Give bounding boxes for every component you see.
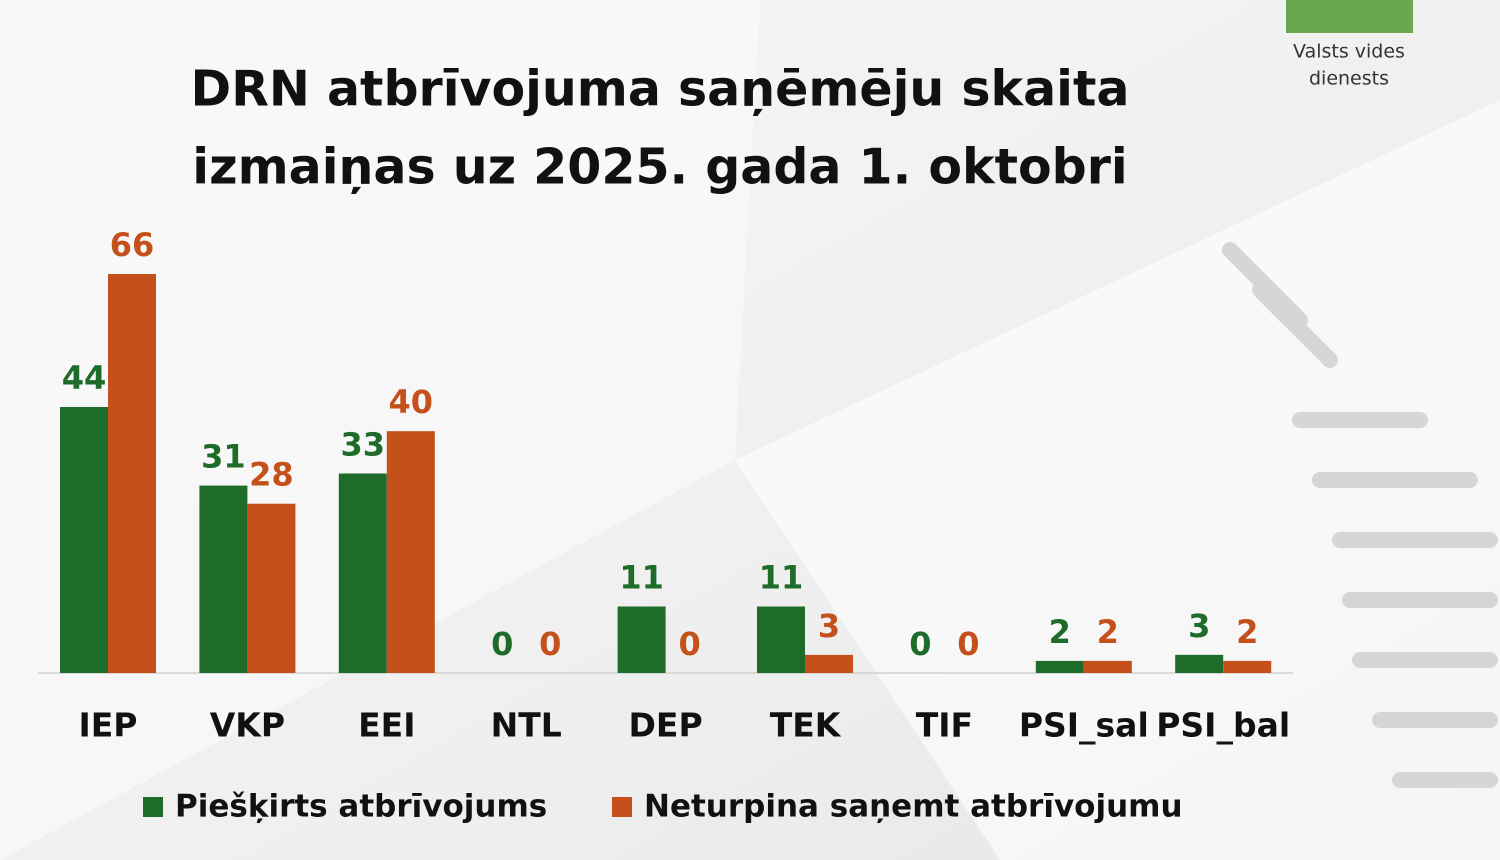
data-label: 11 [619,559,664,597]
x-tick-label: EEI [358,706,415,745]
logo-mark [1286,0,1413,33]
bg-shape [0,0,760,860]
bg-pattern [1222,242,1498,788]
data-label: 33 [341,426,386,464]
x-tick-label: NTL [491,706,562,745]
bar [617,606,666,673]
bg-shape [735,100,1500,860]
data-label: 11 [759,559,804,597]
logo-text: dienests [1309,68,1389,90]
x-tick-label: VKP [210,706,285,745]
data-label: 31 [201,438,246,476]
bar [247,503,296,673]
legend-label: Neturpina saņemt atbrīvojumu [644,789,1183,825]
data-label: 28 [249,456,294,494]
logo-text: Valsts vides [1293,41,1405,63]
data-label: 2 [1049,613,1071,651]
data-label: 2 [1097,613,1119,651]
x-tick-label: TIF [916,706,973,745]
data-label: 0 [491,625,513,663]
chart-title: DRN atbrīvojuma saņēmēju skaita [191,61,1130,118]
bar [757,606,805,673]
bar [199,485,248,673]
bar [108,274,156,673]
data-label: 66 [110,226,155,264]
x-tick-label: PSI_bal [1156,706,1290,745]
data-label: 0 [909,625,931,663]
x-tick-label: DEP [629,706,703,745]
data-label: 2 [1236,613,1258,651]
bar [60,407,108,673]
bar [1035,660,1084,673]
legend-swatch [143,797,163,817]
bar [386,431,435,673]
bar [1175,654,1224,673]
data-label: 3 [818,607,840,645]
bar [805,654,853,673]
data-label: 40 [389,383,434,421]
x-tick-label: TEK [770,706,842,745]
data-label: 44 [62,359,107,397]
bar [1223,660,1272,673]
data-label: 0 [957,625,979,663]
x-tick-label: PSI_sal [1019,706,1149,745]
bar [1083,660,1132,673]
legend-swatch [612,797,632,817]
legend-label: Piešķirts atbrīvojums [175,789,547,825]
bar [338,473,387,673]
data-label: 3 [1188,607,1210,645]
chart-title: izmaiņas uz 2025. gada 1. oktobri [192,139,1127,196]
data-label: 0 [678,625,700,663]
data-label: 0 [539,625,561,663]
x-tick-label: IEP [78,706,137,745]
